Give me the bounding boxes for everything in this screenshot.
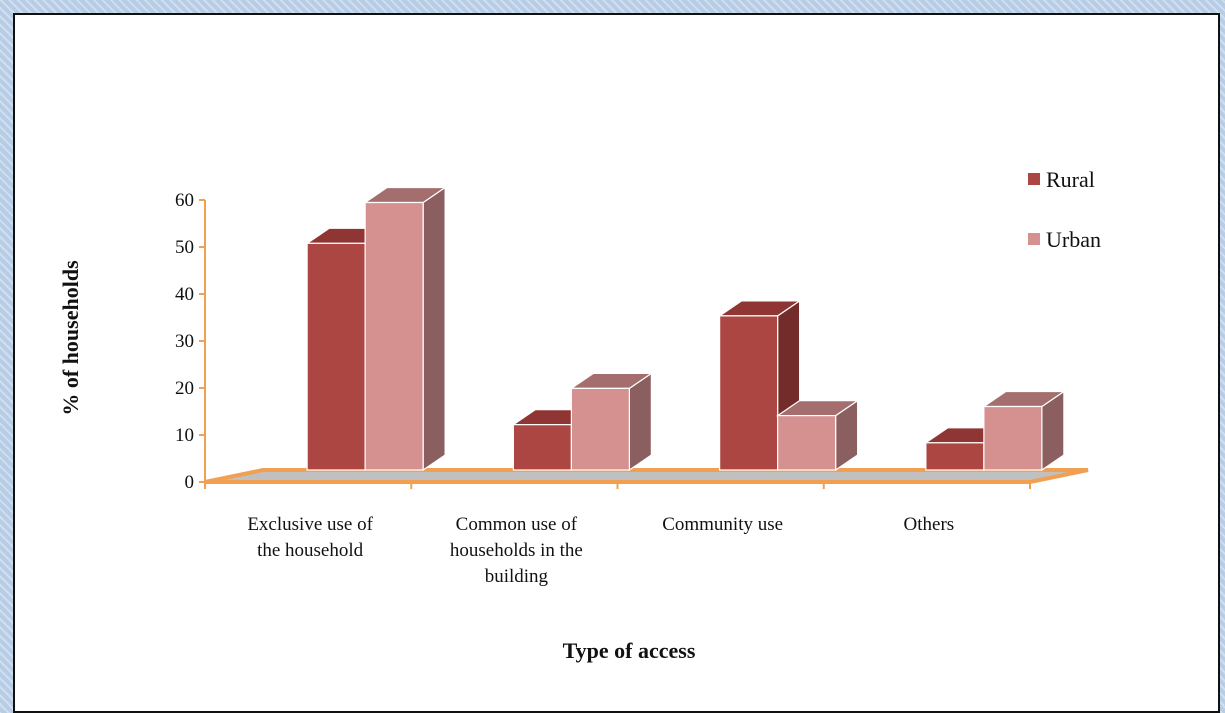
y-tick-label: 10 [175,425,194,446]
legend-label-urban: Urban [1046,227,1101,252]
legend-swatch-urban [1028,233,1040,245]
x-category-label-line: Community use [662,514,783,535]
x-category-label-line: the household [257,540,364,561]
bar-chart: 0 10 20 30 40 50 60 Exclusive use of the househ… [58,167,1101,663]
bar-urban [981,390,1066,472]
y-tick-label: 40 [175,284,194,305]
x-category-label: Exclusive use of the household [247,514,373,561]
floor-plane [204,468,1089,484]
bar-urban [363,186,448,472]
x-category-label-line: households in the [450,540,583,561]
bar-front [570,387,630,471]
bar-side [422,186,446,472]
x-category-label-line: Common use of [456,514,578,535]
chart-floor [204,468,1089,484]
y-tick-label: 30 [175,331,194,352]
bar-urban [775,399,860,472]
y-tick-label: 50 [175,237,194,258]
bar-front [983,405,1043,471]
x-category-label: Community use [662,514,783,535]
bar-front [364,201,424,471]
bar-front [512,424,572,471]
bar-side [628,372,652,472]
y-axis: 0 10 20 30 40 50 60 [175,190,1031,493]
x-category-label-line: Others [904,514,955,535]
x-axis-labels: Exclusive use of the household Common use … [247,514,954,587]
x-category-label: Common use of households in the building [450,514,583,587]
x-category-label-line: Exclusive use of [247,514,373,535]
y-tick-label: 60 [175,190,194,211]
bars [305,186,1066,472]
legend: Rural Urban [1028,167,1101,252]
x-category-label-line: building [485,566,549,587]
bar-front [306,242,366,471]
x-category-label: Others [904,514,955,535]
bar-urban [569,372,654,472]
y-axis-title: % of households [58,260,83,416]
legend-label-rural: Rural [1046,167,1095,192]
chart-frame: 0 10 20 30 40 50 60 Exclusive use of the househ… [13,13,1220,713]
bar-front [925,442,985,471]
x-axis-title: Type of access [563,638,696,663]
bar-front [719,315,779,471]
legend-swatch-rural [1028,173,1040,185]
y-tick-label: 20 [175,378,194,399]
bar-front [777,415,837,471]
y-tick-label: 0 [185,472,195,493]
